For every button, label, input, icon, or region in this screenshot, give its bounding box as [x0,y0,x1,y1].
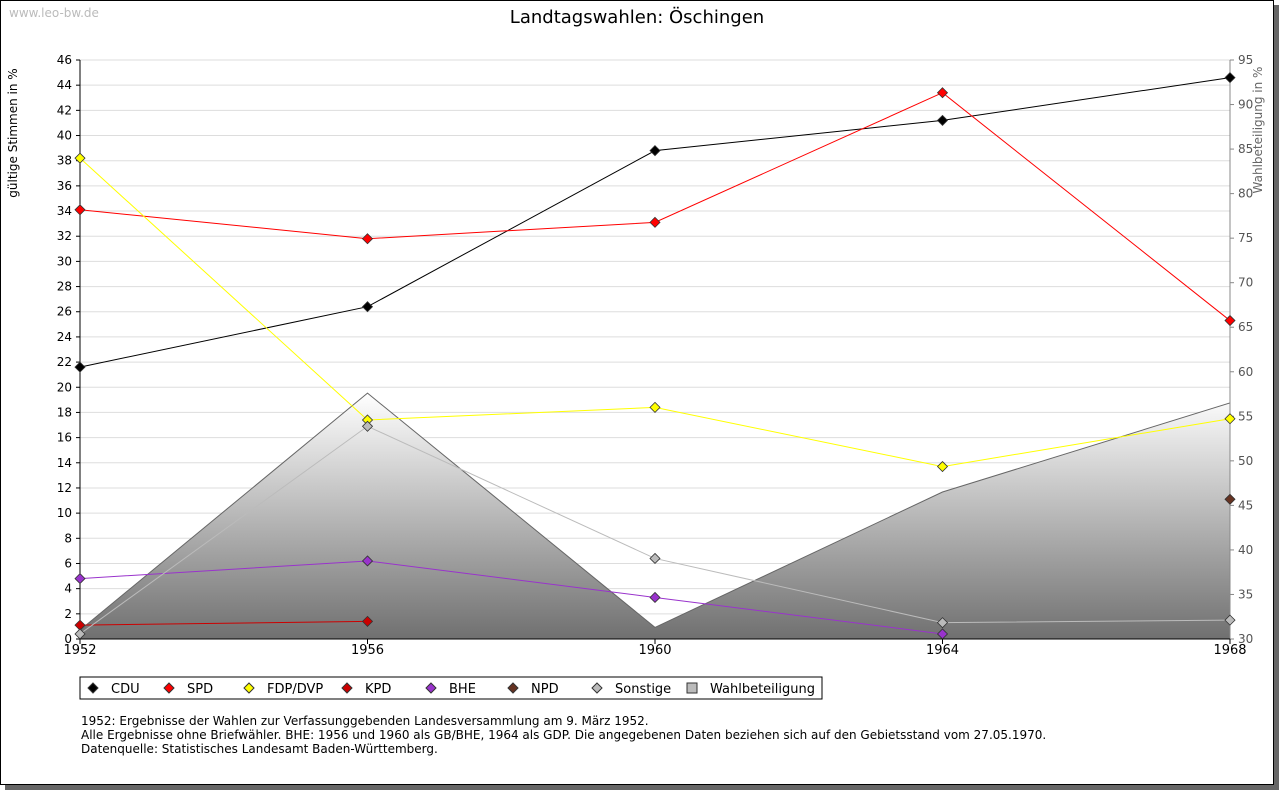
data-point-cdu [936,114,949,126]
legend-marker-kpd [341,682,353,694]
legend-label: Wahlbeteiligung [710,682,815,697]
data-point-spd [361,233,374,245]
watermark: www.leo-bw.de [9,6,99,20]
y2-tick-label: 55 [1238,409,1253,423]
data-point-fdp/dvp [74,152,86,164]
y-tick-label: 36 [57,179,72,193]
y-tick-label: 46 [57,53,72,67]
y-tick-label: 14 [57,456,72,470]
y-tick-label: 6 [64,556,72,570]
legend-marker-bhe [425,682,437,694]
note-line: Alle Ergebnisse ohne Briefwähler. BHE: 1… [81,728,1047,742]
legend-marker-spd [163,682,175,694]
y-tick-label: 0 [64,632,72,646]
y2-tick-label: 90 [1238,98,1253,112]
data-point-sonstige [74,628,86,640]
y-tick-label: 32 [57,229,72,243]
y2-tick-label: 45 [1238,498,1253,512]
data-point-bhe [74,573,86,585]
legend-box [79,676,823,700]
legend-label: BHE [449,682,476,697]
legend-marker-npd [507,682,519,694]
data-point-npd [1224,493,1236,505]
data-point-fdp/dvp [649,401,661,413]
y2-tick-label: 85 [1238,142,1253,156]
chart-title: Landtagswahlen: Öschingen [509,7,765,28]
data-point-cdu [1224,72,1236,84]
y-tick-label: 40 [57,129,72,143]
y-tick-label: 38 [57,154,72,168]
y-tick-label: 16 [57,431,72,445]
y-tick-label: 42 [57,103,72,117]
legend-marker-area [686,682,698,694]
legend-label: NPD [531,682,559,697]
y2-tick-label: 75 [1238,231,1253,245]
y2-tick-label: 60 [1238,365,1253,379]
y-tick-label: 28 [57,280,72,294]
data-point-spd [936,87,949,99]
x-tick-label: 1964 [926,643,959,658]
y-tick-label: 26 [57,305,72,319]
series-line-kpd [79,620,368,626]
data-point-fdp/dvp [1224,413,1236,425]
x-tick-label: 1952 [63,643,96,658]
data-point-bhe [649,591,661,604]
series-line-fdp/dvp [79,157,1231,468]
y-tick-label: 4 [64,582,72,596]
y2-tick-label: 70 [1238,276,1253,290]
legend-label: KPD [365,682,391,697]
x-tick-label: 1956 [351,643,384,658]
y-tick-label: 22 [57,355,72,369]
data-point-cdu [649,145,661,157]
y-tick-label: 44 [57,78,72,92]
y2-tick-label: 40 [1238,543,1253,557]
y-tick-label: 12 [57,481,72,495]
y2-tick-label: 95 [1238,53,1253,67]
legend-marker-fdp/dvp [243,682,255,694]
x-tick-label: 1968 [1213,643,1246,658]
y-tick-label: 18 [57,405,72,419]
series-line-bhe [79,560,943,635]
data-point-bhe [361,555,374,567]
y-tick-label: 10 [57,506,72,520]
y2-tick-label: 65 [1238,320,1253,334]
note-line: Datenquelle: Statistisches Landesamt Bad… [81,742,438,756]
data-point-spd [1224,314,1236,327]
legend-label: CDU [111,682,140,697]
data-point-bhe [936,628,949,640]
legend-label: SPD [187,682,213,697]
y2-tick-label: 35 [1238,587,1253,601]
data-point-sonstige [649,552,661,565]
data-point-cdu [74,361,86,373]
y2-tick-label: 30 [1238,632,1253,646]
y-axis-label: gültige Stimmen in % [6,68,20,197]
note-line: 1952: Ergebnisse der Wahlen zur Verfassu… [81,714,649,728]
y2-tick-label: 80 [1238,187,1253,201]
y-tick-label: 24 [57,330,72,344]
legend-label: Sonstige [615,682,671,697]
data-point-kpd [361,615,374,627]
y-tick-label: 30 [57,254,72,268]
x-tick-label: 1960 [638,643,671,658]
data-point-cdu [361,301,374,313]
y-tick-label: 20 [57,380,72,394]
data-point-spd [649,216,661,228]
y2-axis-label: Wahlbeteiligung in % [1251,67,1265,194]
data-point-fdp/dvp [936,460,949,473]
y-tick-label: 8 [64,531,72,545]
y-tick-label: 34 [57,204,72,218]
data-point-sonstige [361,420,374,432]
legend-label: FDP/DVP [267,682,323,697]
data-point-spd [74,204,86,216]
chart-notes: 1952: Ergebnisse der Wahlen zur Verfassu… [81,714,1046,756]
data-point-sonstige [936,617,949,629]
legend-marker-cdu [87,682,99,694]
data-point-sonstige [1224,614,1236,626]
legend-marker-sonstige [591,682,603,694]
y-tick-label: 2 [64,607,72,621]
y2-tick-label: 50 [1238,454,1253,468]
